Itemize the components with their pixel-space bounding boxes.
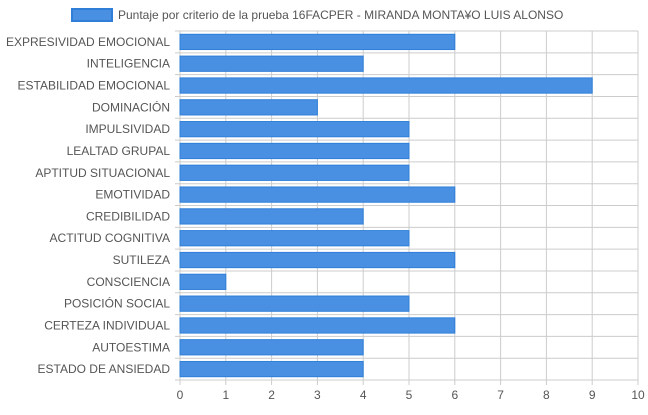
x-tick-label: 1 — [222, 388, 229, 402]
bar[interactable] — [179, 164, 410, 181]
bar[interactable] — [179, 317, 456, 334]
bar[interactable] — [179, 55, 364, 72]
bar[interactable] — [179, 295, 410, 312]
y-tick-label: INTELIGENCIA — [87, 57, 170, 71]
legend[interactable]: Puntaje por criterio de la prueba 16FACP… — [71, 8, 563, 22]
x-tick-label: 6 — [451, 388, 458, 402]
legend-swatch[interactable] — [71, 8, 113, 22]
y-tick-label: IMPULSIVIDAD — [85, 122, 170, 136]
y-tick-label: LEALTAD GRUPAL — [67, 144, 171, 158]
bar[interactable] — [179, 251, 456, 269]
x-tick-label: 7 — [497, 388, 504, 402]
bar[interactable] — [179, 142, 410, 160]
y-tick-label: APTITUD SITUACIONAL — [35, 166, 170, 180]
y-tick-label: ESTABILIDAD EMOCIONAL — [18, 79, 171, 93]
bar[interactable] — [179, 77, 593, 94]
y-tick-label: EXPRESIVIDAD EMOCIONAL — [6, 35, 170, 49]
bar[interactable] — [179, 360, 364, 378]
y-tick-label: AUTOESTIMA — [92, 340, 170, 354]
y-tick-label: ACTITUD COGNITIVA — [50, 231, 170, 245]
bars — [179, 33, 593, 378]
bar[interactable] — [179, 99, 318, 116]
x-tick-label: 3 — [314, 388, 321, 402]
bar[interactable] — [179, 273, 227, 290]
bar[interactable] — [179, 339, 364, 356]
y-tick-label: CREDIBILIDAD — [86, 209, 170, 223]
y-axis-labels: EXPRESIVIDAD EMOCIONAL INTELIGENCIA ESTABI… — [6, 35, 170, 376]
y-tick-label: SUTILEZA — [113, 253, 170, 267]
x-tick-label: 8 — [543, 388, 550, 402]
x-tick-label: 4 — [360, 388, 367, 402]
legend-label[interactable]: Puntaje por criterio de la prueba 16FACP… — [118, 8, 563, 22]
bar[interactable] — [179, 121, 410, 138]
x-tick-label: 9 — [589, 388, 596, 402]
y-tick-label: ESTADO DE ANSIEDAD — [38, 362, 171, 376]
y-tick-label: POSICIÓN SOCIAL — [64, 296, 170, 311]
x-axis-labels: 0 1 2 3 4 5 6 7 8 9 10 — [177, 388, 645, 402]
x-tick-label: 0 — [177, 388, 184, 402]
x-tick-label: 5 — [406, 388, 413, 402]
y-tick-label: CERTEZA INDIVIDUAL — [44, 318, 170, 332]
bar[interactable] — [179, 230, 410, 247]
bar[interactable] — [179, 33, 456, 51]
bar[interactable] — [179, 208, 364, 225]
y-tick-label: EMOTIVIDAD — [95, 188, 170, 202]
y-tick-label: CONSCIENCIA — [87, 275, 170, 289]
bar[interactable] — [179, 186, 456, 203]
y-tick-label: DOMINACIÓN — [92, 99, 170, 114]
x-tick-label: 2 — [268, 388, 275, 402]
x-tick-label: 10 — [631, 388, 645, 402]
